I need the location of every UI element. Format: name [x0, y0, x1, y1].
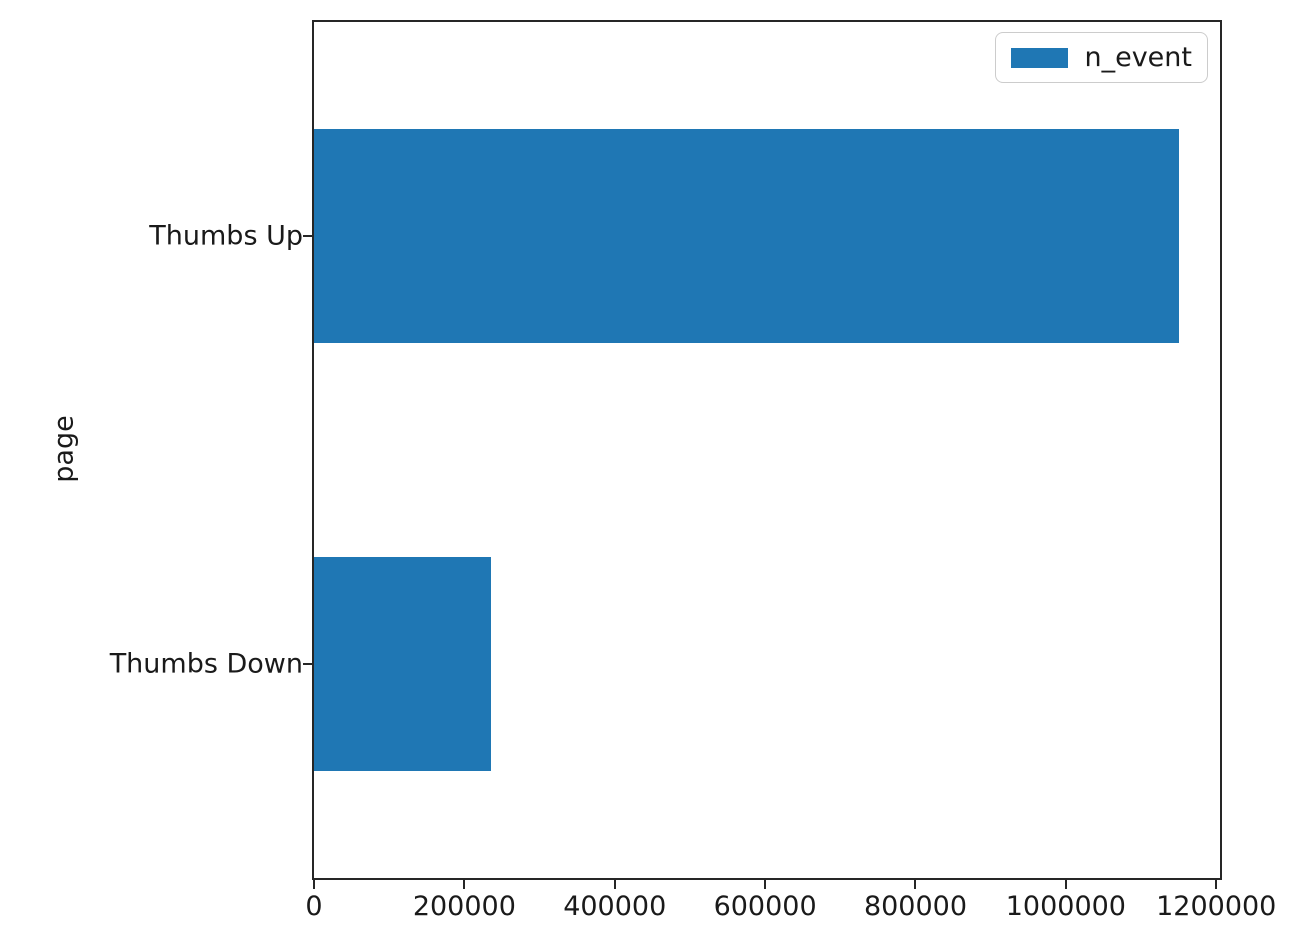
- bar-thumbs-down: [314, 557, 492, 771]
- legend-label: n_event: [1084, 42, 1192, 73]
- x-tick-mark: [313, 880, 315, 889]
- x-tick-label-600000: 600000: [713, 891, 817, 922]
- y-tick-label-thumbs-up: Thumbs Up: [149, 220, 303, 252]
- y-tick-label-thumbs-down: Thumbs Down: [109, 648, 303, 680]
- y-tick-mark: [303, 663, 312, 665]
- x-tick-mark: [463, 880, 466, 889]
- x-tick-label-1200000: 1200000: [1156, 891, 1277, 922]
- x-tick-mark: [764, 880, 767, 889]
- y-tick-mark: [303, 235, 312, 237]
- legend-swatch-n-event: [1011, 47, 1069, 68]
- legend: n_event: [995, 32, 1208, 83]
- x-tick-label-400000: 400000: [563, 891, 667, 922]
- x-tick-mark: [1064, 880, 1067, 889]
- x-tick-mark: [613, 880, 616, 889]
- plot-area: n_event: [312, 20, 1222, 880]
- x-tick-mark: [1215, 880, 1218, 889]
- bar-thumbs-up: [314, 129, 1179, 343]
- x-tick-mark: [914, 880, 917, 889]
- x-tick-label-0: 0: [305, 891, 323, 922]
- x-tick-label-800000: 800000: [863, 891, 968, 922]
- x-tick-label-1000000: 1000000: [1005, 891, 1126, 922]
- y-axis-title: page: [48, 415, 80, 483]
- x-tick-label-200000: 200000: [412, 891, 516, 922]
